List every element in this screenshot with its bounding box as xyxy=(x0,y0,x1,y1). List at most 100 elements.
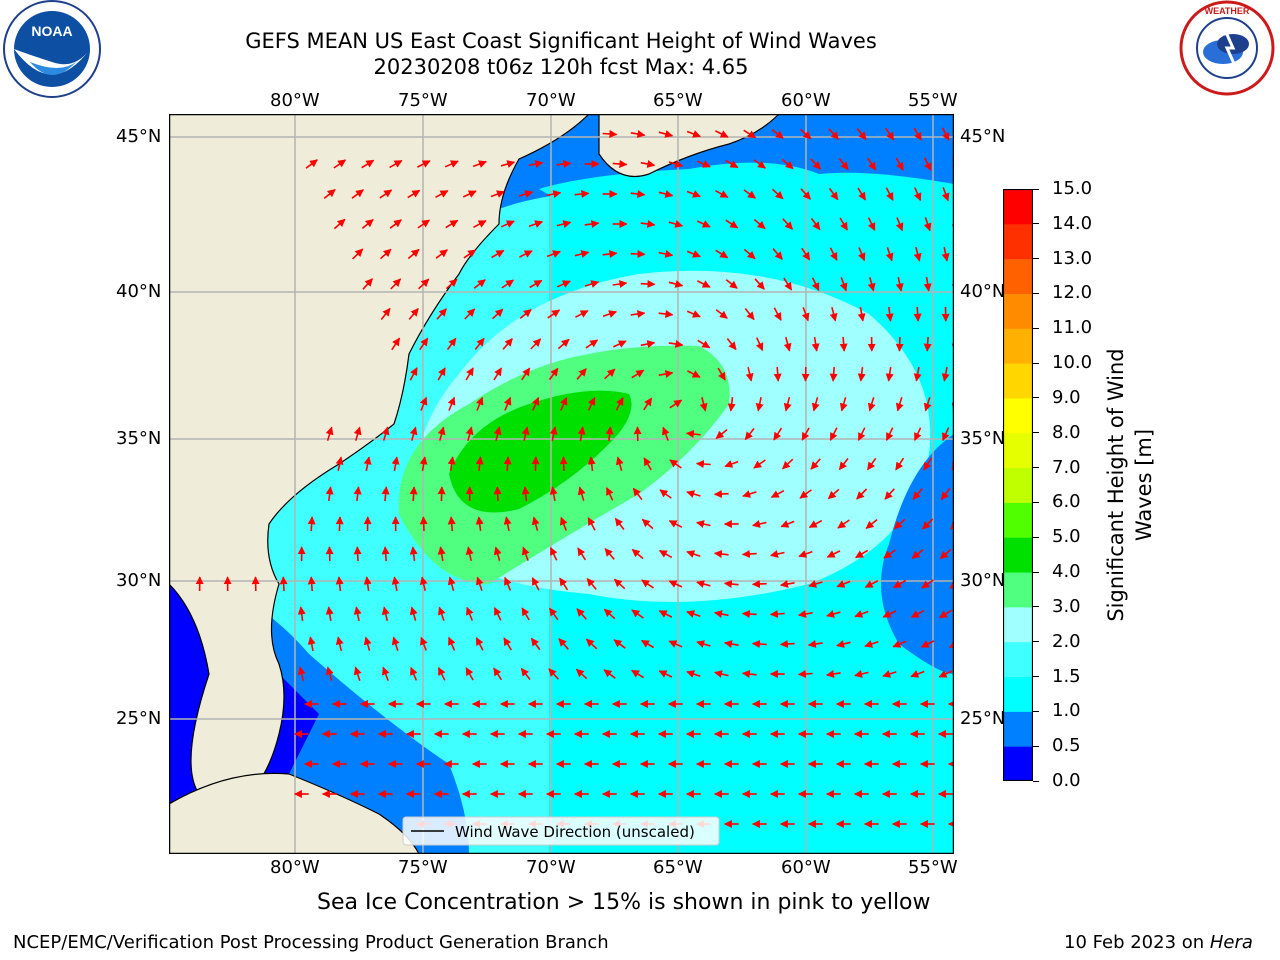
wave-direction-arrow xyxy=(950,521,954,530)
wave-direction-arrow xyxy=(586,577,597,590)
wave-direction-arrow xyxy=(741,610,757,619)
wave-direction-arrow xyxy=(753,218,766,230)
wave-direction-arrow xyxy=(602,310,618,318)
wave-direction-arrow xyxy=(323,188,336,200)
wave-direction-arrow xyxy=(885,427,894,442)
colorbar-swatch xyxy=(1003,258,1033,294)
wave-direction-arrow xyxy=(715,428,728,440)
wave-direction-arrow xyxy=(751,640,767,649)
wave-direction-arrow xyxy=(811,397,820,412)
colorbar-tick-label: 4.0 xyxy=(1052,561,1081,583)
wave-direction-arrow xyxy=(839,217,848,231)
wave-direction-arrow xyxy=(857,187,867,201)
wave-direction-arrow xyxy=(855,549,869,559)
wave-direction-arrow xyxy=(913,127,922,141)
wave-direction-arrow xyxy=(781,158,794,170)
wave-direction-arrow xyxy=(518,190,534,198)
wave-direction-arrow xyxy=(521,546,530,561)
wave-direction-arrow xyxy=(713,489,729,498)
wave-direction-arrow xyxy=(305,159,318,169)
wave-direction-arrow xyxy=(575,668,588,680)
colorbar-tick-mark xyxy=(1033,536,1039,538)
wave-direction-arrow xyxy=(473,219,487,229)
colorbar-tick-mark xyxy=(1033,780,1039,782)
wave-direction-arrow xyxy=(745,367,754,382)
colorbar-tick-label: 13.0 xyxy=(1052,247,1093,269)
wave-direction-arrow xyxy=(829,427,838,441)
legend-label: Wind Wave Direction (unscaled) xyxy=(455,823,695,841)
wave-direction-arrow xyxy=(696,640,711,648)
wave-direction-arrow xyxy=(726,338,737,351)
wave-direction-arrow xyxy=(307,516,316,532)
wave-direction-arrow xyxy=(658,549,673,559)
wave-direction-arrow xyxy=(668,340,684,348)
wave-direction-arrow xyxy=(585,638,598,650)
wave-direction-arrow xyxy=(864,640,879,648)
wave-direction-arrow xyxy=(923,217,932,232)
wave-direction-arrow xyxy=(779,639,795,648)
colorbar-swatch xyxy=(1003,572,1033,608)
wave-direction-arrow xyxy=(502,338,513,350)
wave-direction-arrow xyxy=(807,640,823,648)
wave-direction-arrow xyxy=(857,306,866,322)
colorbar-swatch xyxy=(1003,746,1033,781)
colorbar-tick-label: 0.0 xyxy=(1052,770,1081,791)
wave-direction-arrow xyxy=(838,158,849,171)
wave-direction-arrow xyxy=(800,188,811,200)
wave-direction-arrow xyxy=(307,636,316,652)
wave-direction-arrow xyxy=(641,518,654,530)
wave-direction-arrow xyxy=(780,580,795,588)
colorbar-tick-mark xyxy=(1033,362,1039,364)
org-credit: NCEP/EMC/Verification Post Processing Pr… xyxy=(13,932,609,953)
wave-direction-arrow xyxy=(810,458,821,470)
wave-direction-arrow xyxy=(810,158,821,170)
wave-direction-arrow xyxy=(713,550,729,558)
lon-label-65w-top: 65°W xyxy=(653,90,703,111)
wave-direction-arrow xyxy=(839,277,848,292)
wave-direction-arrow xyxy=(297,606,306,622)
wave-direction-arrow xyxy=(419,396,428,411)
wave-direction-arrow xyxy=(437,666,446,681)
wave-direction-arrow xyxy=(686,130,701,138)
wave-direction-arrow xyxy=(696,160,711,168)
wave-direction-arrow xyxy=(335,516,344,532)
wave-direction-arrow xyxy=(866,457,877,471)
wave-direction-arrow xyxy=(782,458,794,470)
wave-direction-arrow xyxy=(882,610,897,618)
noaa-logo: NOAA xyxy=(3,0,101,98)
wave-direction-arrow xyxy=(839,397,848,412)
lon-label-70w-bottom: 70°W xyxy=(526,857,576,878)
wave-direction-arrow xyxy=(519,308,532,320)
wave-direction-arrow xyxy=(407,248,420,260)
wave-direction-arrow xyxy=(447,516,456,532)
wave-direction-arrow xyxy=(548,367,559,381)
map-title: GEFS MEAN US East Coast Significant Heig… xyxy=(245,29,877,53)
wave-direction-arrow xyxy=(772,248,783,260)
wave-direction-arrow xyxy=(893,579,907,589)
colorbar-tick-mark xyxy=(1033,571,1039,573)
wave-direction-arrow xyxy=(632,487,643,501)
colorbar-tick-mark xyxy=(1033,188,1039,190)
wave-direction-arrow xyxy=(885,187,894,201)
wave-direction-arrow xyxy=(531,516,540,531)
wave-direction-arrow xyxy=(325,486,334,502)
wave-direction-arrow xyxy=(686,610,701,618)
wave-direction-arrow xyxy=(557,338,570,350)
wave-direction-arrow xyxy=(867,157,877,171)
wave-direction-arrow xyxy=(521,607,530,621)
wave-direction-arrow xyxy=(826,550,841,558)
wave-direction-arrow xyxy=(612,340,627,348)
colorbar-tick-mark xyxy=(1033,467,1039,469)
colorbar-swatch xyxy=(1003,711,1033,747)
wave-direction-arrow xyxy=(895,276,904,292)
wave-direction-arrow xyxy=(447,396,456,411)
wave-direction-arrow xyxy=(742,490,757,498)
wave-direction-arrow xyxy=(473,279,486,289)
wave-direction-arrow xyxy=(631,369,645,379)
wave-direction-arrow xyxy=(474,337,485,350)
wave-direction-arrow xyxy=(435,189,449,199)
wave-direction-arrow xyxy=(521,367,531,381)
wave-direction-arrow xyxy=(520,667,531,680)
wave-direction-arrow xyxy=(602,250,618,258)
wave-direction-arrow xyxy=(920,640,935,648)
